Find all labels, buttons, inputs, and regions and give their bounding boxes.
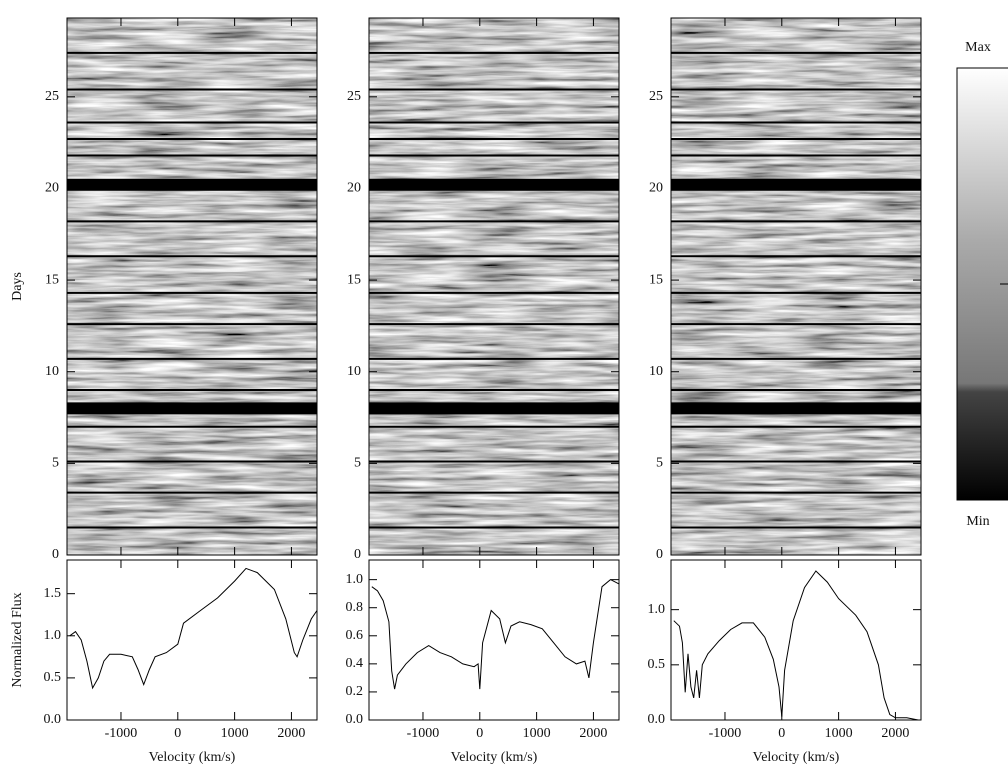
frame [66,17,318,556]
y-tick-label: 15 [347,272,361,287]
y-tick-label: 20 [347,181,361,196]
x-axis-label: Velocity (km/s) [451,750,538,765]
y-tick-label: 0.5 [44,670,62,685]
profile-line [371,579,620,690]
y-tick-label: 0.0 [648,712,666,727]
y-tick-label: 1.0 [346,572,364,587]
gap-band [369,178,619,191]
y-tick-label: 0.4 [346,656,364,671]
y-tick-label: 0.0 [44,712,62,727]
x-tick-label: 0 [476,726,483,741]
y-tick-label: 10 [45,364,59,379]
colorbar [956,67,1008,501]
y-tick-label: 0.6 [346,628,364,643]
x-tick-label: 1000 [221,726,249,741]
gap-band [671,178,921,191]
y-tick-label: 25 [649,89,663,104]
x-tick-label: -1000 [709,726,742,741]
y-axis-label: Days [10,272,25,301]
y-tick-label: 0 [656,547,663,562]
x-axis-label: Velocity (km/s) [753,750,840,765]
colorbar-max-label: Max [965,40,991,55]
x-tick-label: 0 [174,726,181,741]
y-tick-label: 5 [354,456,361,471]
y-tick-label: 0.2 [346,684,364,699]
y-tick-label: 5 [52,456,59,471]
y-axis-label: Normalized Flux [10,592,25,687]
gap-band [369,402,619,415]
x-axis-label: Velocity (km/s) [149,750,236,765]
y-tick-label: 1.5 [44,586,62,601]
y-tick-label: 1.0 [44,628,62,643]
y-tick-label: 0.0 [346,712,364,727]
y-tick-label: 1.0 [648,602,666,617]
x-tick-label: 0 [778,726,785,741]
y-tick-label: 20 [649,181,663,196]
spectrum-image [671,18,921,555]
gap-band [671,402,921,415]
y-tick-label: 25 [347,89,361,104]
x-tick-label: -1000 [105,726,138,741]
y-tick-label: 20 [45,181,59,196]
x-tick-label: 1000 [523,726,551,741]
profile-line [69,567,318,690]
frame [670,17,922,556]
colorbar-min-label: Min [966,514,989,529]
x-tick-label: 2000 [579,726,607,741]
spectrum-image [369,18,619,555]
frame [368,17,620,556]
x-tick-label: -1000 [407,726,440,741]
frame [670,559,922,721]
y-tick-label: 0 [52,547,59,562]
y-tick-label: 10 [649,364,663,379]
y-tick-label: 0.8 [346,600,364,615]
gap-band [67,402,317,415]
y-tick-label: 15 [45,272,59,287]
y-tick-label: 15 [649,272,663,287]
x-tick-label: 2000 [881,726,909,741]
gap-band [67,178,317,191]
y-tick-label: 0.5 [648,657,666,672]
spectrum-image [67,18,317,555]
y-tick-label: 10 [347,364,361,379]
y-tick-label: 25 [45,89,59,104]
y-tick-label: 5 [656,456,663,471]
x-tick-label: 2000 [277,726,305,741]
frame [66,559,318,721]
profile-line [673,570,919,721]
y-tick-label: 0 [354,547,361,562]
x-tick-label: 1000 [825,726,853,741]
frame [368,559,620,721]
